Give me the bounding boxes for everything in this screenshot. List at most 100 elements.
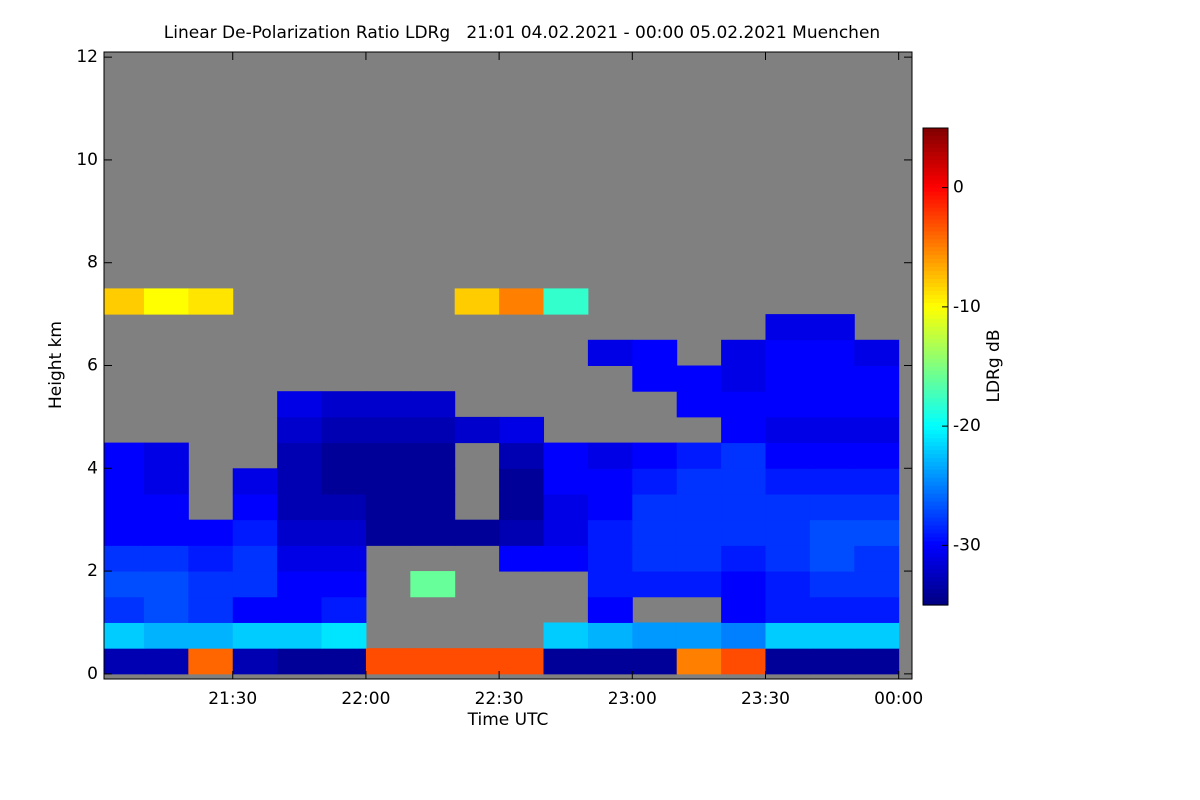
heatmap-cell xyxy=(809,416,855,444)
colorbar-segment xyxy=(923,453,948,459)
heatmap-cell xyxy=(454,519,500,546)
colorbar-segment xyxy=(923,509,948,515)
colorbar-segment xyxy=(923,271,948,276)
colorbar-segment xyxy=(923,227,948,232)
y-tick-label: 2 xyxy=(87,561,98,581)
colorbar-segment xyxy=(923,306,948,312)
heatmap-cell xyxy=(143,288,189,315)
colorbar-segment xyxy=(923,485,948,491)
heatmap-cell xyxy=(104,622,145,649)
colorbar-segment xyxy=(923,267,948,272)
heatmap-cell xyxy=(365,468,411,495)
heatmap-cell xyxy=(765,339,811,366)
heatmap-cell xyxy=(854,493,900,521)
colorbar-segment xyxy=(923,358,948,364)
colorbar-segment xyxy=(923,211,948,217)
colorbar-segment xyxy=(923,318,948,324)
colorbar-segment xyxy=(923,469,948,475)
heatmap-cell xyxy=(365,416,411,444)
heatmap-cell xyxy=(587,571,633,598)
heatmap-cell xyxy=(809,596,855,623)
heatmap-cell xyxy=(277,519,323,546)
heatmap-cell xyxy=(632,442,678,469)
colorbar-segment xyxy=(923,251,948,256)
heatmap-cell xyxy=(765,365,811,392)
heatmap-cell xyxy=(854,648,900,675)
heatmap-cell xyxy=(365,442,411,469)
heatmap-cell xyxy=(104,442,145,469)
colorbar-segment xyxy=(923,517,948,523)
colorbar-segment xyxy=(923,533,948,539)
colorbar-segment xyxy=(923,243,948,248)
heatmap-cell xyxy=(188,596,234,623)
heatmap-cell xyxy=(277,493,323,521)
heatmap-cell xyxy=(854,545,900,572)
colorbar-segment xyxy=(923,143,948,149)
heatmap-cell xyxy=(721,493,766,521)
heatmap-cell xyxy=(277,442,323,469)
heatmap-cell xyxy=(543,288,589,315)
heatmap-cell xyxy=(104,648,145,675)
heatmap-cell xyxy=(188,622,234,649)
x-tick-label: 23:30 xyxy=(741,689,790,709)
heatmap-cell xyxy=(321,622,367,649)
heatmap-cell xyxy=(454,288,500,315)
colorbar-segment xyxy=(923,334,948,340)
y-tick-label: 8 xyxy=(87,253,98,273)
heatmap-cell xyxy=(365,391,411,418)
colorbar-segment xyxy=(923,513,948,519)
heatmap-cell xyxy=(104,571,145,598)
heatmap-cell xyxy=(676,442,722,469)
colorbar-segment xyxy=(923,541,948,546)
x-tick-label: 22:00 xyxy=(341,689,390,709)
colorbar-segment xyxy=(923,231,948,236)
heatmap-cell xyxy=(721,622,766,649)
heatmap-cell xyxy=(587,468,633,495)
colorbar-segment xyxy=(923,414,948,419)
heatmap-cell xyxy=(676,391,722,418)
colorbar-segment xyxy=(923,239,948,244)
colorbar-segment xyxy=(923,442,948,447)
colorbar-segment xyxy=(923,569,948,574)
heatmap-cell xyxy=(543,468,589,495)
colorbar-tick-label: 0 xyxy=(953,178,964,198)
colorbar-segment xyxy=(923,378,948,383)
colorbar-segment xyxy=(923,449,948,455)
colorbar-segment xyxy=(923,139,948,145)
colorbar-segment xyxy=(923,577,948,582)
heatmap-cell xyxy=(854,365,900,392)
colorbar-segment xyxy=(923,255,948,260)
heatmap-cell xyxy=(632,648,678,675)
heatmap-cell xyxy=(232,596,278,623)
colorbar-segment xyxy=(923,215,948,221)
heatmap-cell xyxy=(410,648,456,675)
heatmap-cell xyxy=(104,288,145,315)
colorbar-segment xyxy=(923,322,948,328)
colorbar-segment xyxy=(923,394,948,399)
heatmap-cell xyxy=(854,339,900,366)
colorbar-segment xyxy=(923,545,948,550)
heatmap-cell xyxy=(632,545,678,572)
colorbar-segment xyxy=(923,187,948,193)
heatmap-cell xyxy=(232,571,278,598)
colorbar-segment xyxy=(923,537,948,542)
heatmap-cell xyxy=(104,519,145,546)
heatmap-cell xyxy=(321,648,367,675)
heatmap-cell xyxy=(632,622,678,649)
chart-title: Linear De-Polarization Ratio LDRg 21:01 … xyxy=(164,23,880,43)
colorbar-segment xyxy=(923,171,948,177)
heatmap-cell xyxy=(854,416,900,444)
heatmap-cell xyxy=(676,648,722,675)
colorbar-segment xyxy=(923,581,948,586)
heatmap-cell xyxy=(765,416,811,444)
heatmap-cell xyxy=(854,571,900,598)
colorbar-segment xyxy=(923,326,948,332)
colorbar-segment xyxy=(923,418,948,423)
heatmap-cell xyxy=(499,288,545,315)
heatmap-cell xyxy=(410,468,456,495)
heatmap-cell xyxy=(104,596,145,623)
heatmap-cell xyxy=(277,545,323,572)
heatmap-cell xyxy=(809,648,855,675)
colorbar-segment xyxy=(923,553,948,558)
